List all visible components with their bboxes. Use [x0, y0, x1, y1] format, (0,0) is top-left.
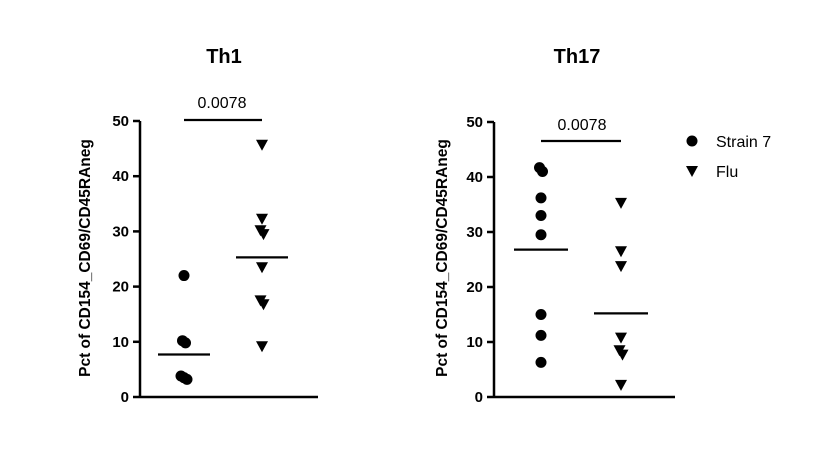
panel2-title: Th17 [554, 46, 601, 68]
panel2-point-strain7 [537, 166, 548, 177]
panel2-point-flu [615, 379, 627, 391]
panel1-ytick-label: 50 [112, 113, 129, 130]
panel1-point-flu [257, 299, 270, 311]
panel2-ylabel: Pct of CD154_CD69/CD45RAneg [434, 139, 451, 377]
legend-circle-marker [686, 135, 698, 147]
panel1-pvalue: 0.0078 [198, 95, 247, 112]
legend-triangle-marker [686, 166, 698, 177]
panel2-point-strain7 [535, 309, 547, 320]
panel2-point-strain7 [535, 229, 547, 241]
panel2-point-strain7 [535, 210, 547, 221]
panel1-ytick-label: 20 [112, 279, 129, 296]
panel1-point-strain7 [180, 337, 191, 349]
panel2-ytick-label: 40 [466, 169, 483, 186]
panel1-point-flu [256, 213, 268, 225]
panel1-ytick-label: 0 [121, 389, 129, 406]
panel1-point-flu [256, 139, 268, 151]
panel1-ylabel: Pct of CD154_CD69/CD45RAneg [77, 139, 94, 377]
legend: Strain 7 Flu [686, 134, 771, 181]
panel2-ytick-label: 10 [466, 334, 483, 351]
panel2-point-strain7 [535, 192, 547, 204]
panel2-pvalue: 0.0078 [558, 117, 607, 134]
panel1-point-flu [256, 262, 268, 274]
panel1-title: Th1 [206, 46, 242, 68]
panel2-point-strain7 [535, 356, 547, 368]
panel1-ytick-label: 40 [112, 168, 129, 185]
panel1-point-flu [256, 341, 268, 353]
panel1-ytick-label: 10 [112, 334, 129, 351]
panel1-point-strain7 [178, 270, 190, 282]
legend-label-flu: Flu [716, 164, 738, 181]
panel2-point-flu [615, 197, 627, 209]
panel2-point-flu [616, 349, 629, 361]
panel2-ytick-label: 0 [475, 389, 483, 406]
legend-label-strain7: Strain 7 [716, 134, 771, 151]
panel2-ytick-label: 30 [466, 224, 483, 241]
panel2-point-flu [615, 261, 627, 273]
panel2-point-flu [615, 246, 627, 258]
panel1-point-flu [257, 229, 270, 241]
panel2-point-strain7 [535, 329, 547, 341]
panel2-ytick-label: 20 [466, 279, 483, 296]
panel1-ytick-label: 30 [112, 223, 129, 240]
panel2-point-flu [615, 332, 627, 344]
panel1-point-strain7 [178, 372, 190, 384]
panel2-ytick-label: 50 [466, 114, 483, 131]
